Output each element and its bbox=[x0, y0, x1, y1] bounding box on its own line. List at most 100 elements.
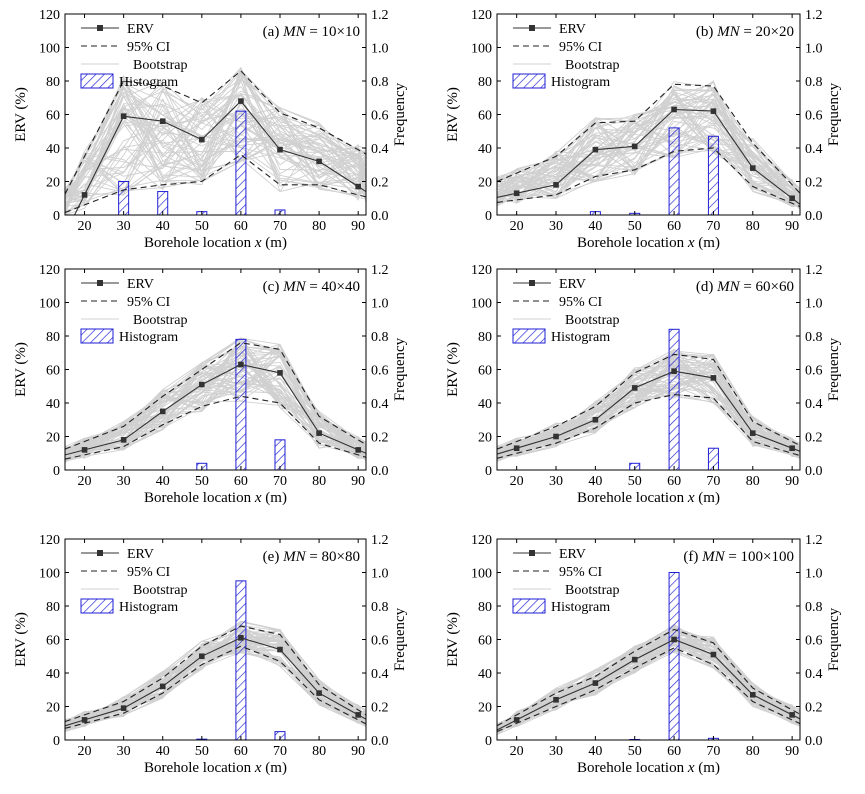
x-axis-label-unit: (m) bbox=[695, 490, 720, 506]
legend-erv-label: ERV bbox=[559, 277, 586, 292]
chart-panel-a: 20 30 40 50 60 70 80 90 0 20 40 60 80 100 120 0.0 0.2 0.4… bbox=[13, 8, 408, 251]
erv-marker bbox=[277, 146, 283, 153]
bootstrap-curves bbox=[497, 348, 800, 463]
x-tick-label: 60 bbox=[234, 474, 248, 489]
y-tick-label: 120 bbox=[39, 8, 60, 23]
bootstrap-curve bbox=[65, 637, 366, 723]
x-tick-label: 40 bbox=[156, 744, 170, 759]
panel-mn-value: = 10×10 bbox=[306, 24, 360, 40]
y-tick-label: 0 bbox=[53, 464, 60, 479]
erv-marker bbox=[553, 697, 559, 703]
legend-bootstrap-label: Bootstrap bbox=[133, 58, 187, 73]
histogram-bar bbox=[668, 572, 680, 740]
legend-histogram-swatch bbox=[80, 328, 114, 344]
legend-erv-label: ERV bbox=[559, 22, 586, 37]
y2-tick-label: 1.2 bbox=[371, 8, 389, 23]
bootstrap-curve bbox=[65, 80, 366, 204]
legend-erv-label: ERV bbox=[127, 22, 154, 37]
panel-title: (d) MN = 60×60 bbox=[696, 279, 794, 295]
bootstrap-curve bbox=[65, 649, 366, 729]
y2-tick-label: 0.6 bbox=[805, 109, 823, 124]
chart-panel-e: 20 30 40 50 60 70 80 90 0 20 40 60 80 100 120 0.0 0.2 0.4… bbox=[13, 533, 408, 776]
bootstrap-curve bbox=[65, 357, 366, 463]
chart-panel-f: 20 30 40 50 60 70 80 90 0 20 40 60 80 100 120 0.0 0.2 0.4… bbox=[445, 533, 842, 776]
y2-tick-label: 0.4 bbox=[371, 667, 389, 682]
y-tick-label: 60 bbox=[46, 109, 60, 124]
x-tick-label: 80 bbox=[746, 744, 760, 759]
y-tick-label: 120 bbox=[471, 263, 492, 278]
legend-bootstrap-label: Bootstrap bbox=[565, 313, 619, 328]
x-tick-label: 70 bbox=[706, 219, 720, 234]
x-tick-label: 90 bbox=[351, 474, 365, 489]
x-tick-label: 40 bbox=[156, 474, 170, 489]
x-axis-label-var: x bbox=[687, 760, 695, 776]
y2-tick-label: 0.2 bbox=[371, 701, 389, 716]
panel-mn-value: = 20×20 bbox=[740, 24, 794, 40]
panel-mn-label: MN bbox=[282, 24, 306, 40]
erv-marker bbox=[120, 437, 127, 443]
erv-marker bbox=[671, 368, 677, 374]
bootstrap-curve bbox=[497, 375, 800, 462]
histogram-bar bbox=[235, 110, 247, 215]
legend-erv-marker bbox=[97, 550, 103, 556]
y-tick-label: 20 bbox=[46, 701, 60, 716]
legend-ci-label: 95% CI bbox=[127, 40, 171, 55]
erv-line bbox=[73, 100, 366, 215]
x-axis-label-var: x bbox=[687, 490, 695, 506]
x-axis-label-part: Borehole location bbox=[144, 490, 255, 506]
y-axis-label: ERV (%) bbox=[445, 342, 461, 397]
erv-marker bbox=[316, 430, 322, 436]
bootstrap-curve bbox=[497, 349, 800, 457]
y-tick-label: 100 bbox=[471, 567, 492, 582]
y-tick-label: 0 bbox=[485, 209, 492, 224]
y2-axis-label: Frequency bbox=[392, 82, 408, 146]
y-tick-label: 60 bbox=[478, 634, 492, 649]
y-tick-label: 120 bbox=[39, 263, 60, 278]
x-tick-label: 60 bbox=[667, 219, 681, 234]
x-tick-label: 50 bbox=[628, 219, 642, 234]
ci-line bbox=[65, 154, 366, 214]
panel-mn-value: = 100×100 bbox=[725, 549, 794, 565]
ci-line bbox=[497, 83, 800, 194]
ci-line bbox=[497, 647, 800, 733]
legend: ERV 95% CI Bootstrap Histogram bbox=[80, 547, 187, 615]
y-tick-label: 100 bbox=[39, 297, 60, 312]
x-tick-label: 40 bbox=[588, 219, 602, 234]
y-tick-label: 20 bbox=[478, 431, 492, 446]
x-tick-label: 80 bbox=[746, 474, 760, 489]
y2-axis-label: Frequency bbox=[826, 82, 842, 146]
panel-letter: (d) bbox=[696, 279, 717, 295]
x-axis-label-var: x bbox=[254, 235, 262, 251]
ci-line bbox=[497, 353, 800, 450]
x-axis-label-unit: (m) bbox=[695, 760, 720, 776]
legend-erv-marker bbox=[529, 550, 535, 556]
bootstrap-curve bbox=[497, 367, 800, 454]
y-axis-label: ERV (%) bbox=[13, 87, 29, 142]
panel-mn-label: MN bbox=[701, 549, 725, 565]
panel-letter: (a) bbox=[263, 24, 283, 40]
y2-tick-label: 0.4 bbox=[805, 142, 823, 157]
x-tick-label: 30 bbox=[549, 744, 563, 759]
y2-tick-label: 1.0 bbox=[371, 297, 389, 312]
bootstrap-curve bbox=[497, 133, 800, 199]
bootstrap-curves bbox=[65, 66, 366, 215]
x-tick-label: 20 bbox=[510, 744, 524, 759]
legend-ci-label: 95% CI bbox=[559, 565, 603, 580]
erv-marker bbox=[238, 635, 244, 641]
x-axis-label-var: x bbox=[254, 490, 262, 506]
x-tick-label: 50 bbox=[195, 744, 209, 759]
erv-marker bbox=[631, 385, 638, 391]
y2-tick-label: 0.0 bbox=[371, 734, 389, 749]
x-tick-label: 90 bbox=[785, 744, 799, 759]
x-axis-label-unit: (m) bbox=[695, 235, 720, 251]
x-tick-label: 50 bbox=[628, 474, 642, 489]
erv-marker bbox=[592, 680, 599, 686]
y2-tick-label: 0.2 bbox=[805, 431, 823, 446]
bootstrap-curve bbox=[65, 350, 366, 456]
legend-erv-marker bbox=[529, 25, 535, 31]
bootstrap-curve bbox=[497, 118, 800, 201]
histogram-bar bbox=[235, 580, 247, 740]
bootstrap-curve bbox=[497, 355, 800, 451]
x-tick-label: 60 bbox=[667, 474, 681, 489]
legend-bootstrap-label: Bootstrap bbox=[133, 583, 187, 598]
